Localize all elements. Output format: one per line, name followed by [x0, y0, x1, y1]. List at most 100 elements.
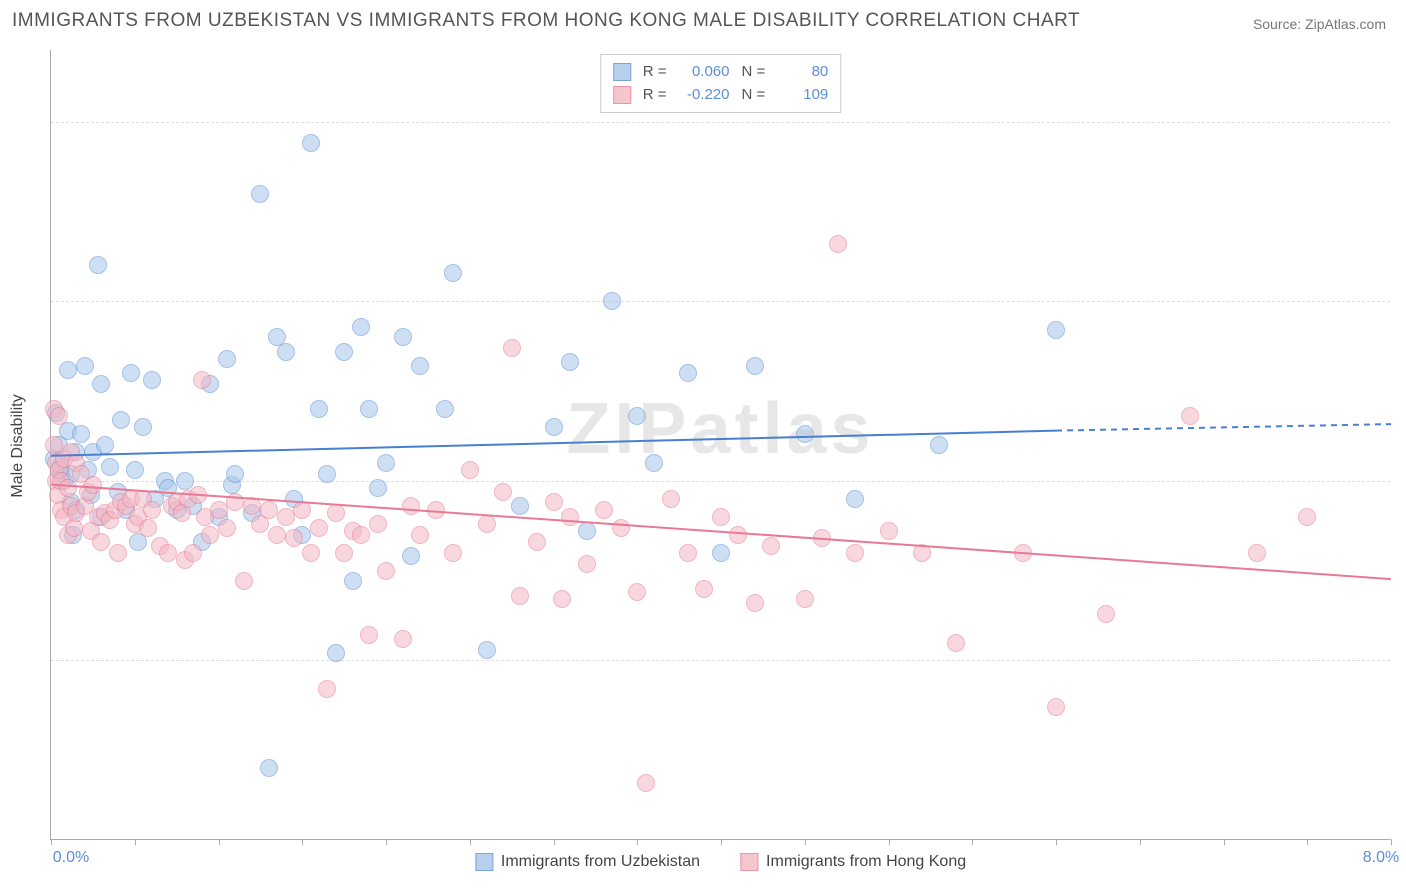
correlation-chart: IMMIGRANTS FROM UZBEKISTAN VS IMMIGRANTS…: [0, 0, 1406, 892]
scatter-point-hongkong: [235, 572, 253, 590]
scatter-point-hongkong: [189, 486, 207, 504]
gridline-h: [51, 481, 1390, 482]
legend-item-hongkong: Immigrants from Hong Kong: [740, 853, 966, 871]
scatter-point-uzbekistan: [1047, 321, 1065, 339]
scatter-point-hongkong: [377, 562, 395, 580]
scatter-point-hongkong: [84, 476, 102, 494]
scatter-point-hongkong: [561, 508, 579, 526]
x-tick-mark: [972, 839, 973, 845]
legend-label-uzbekistan: Immigrants from Uzbekistan: [501, 853, 700, 871]
x-tick-label: 0.0%: [53, 849, 89, 867]
scatter-point-uzbekistan: [89, 256, 107, 274]
scatter-point-hongkong: [193, 371, 211, 389]
scatter-point-uzbekistan: [310, 400, 328, 418]
gridline-h: [51, 122, 1390, 123]
scatter-point-hongkong: [545, 493, 563, 511]
swatch-hongkong: [740, 853, 758, 871]
scatter-point-uzbekistan: [335, 343, 353, 361]
scatter-point-uzbekistan: [369, 479, 387, 497]
watermark: ZIPatlas: [566, 388, 874, 470]
x-tick-mark: [1391, 839, 1392, 845]
scatter-point-uzbekistan: [444, 264, 462, 282]
scatter-point-uzbekistan: [561, 353, 579, 371]
x-tick-mark: [302, 839, 303, 845]
x-tick-mark: [51, 839, 52, 845]
scatter-point-uzbekistan: [59, 361, 77, 379]
scatter-point-hongkong: [478, 515, 496, 533]
scatter-point-uzbekistan: [251, 185, 269, 203]
scatter-point-uzbekistan: [796, 425, 814, 443]
scatter-point-uzbekistan: [96, 436, 114, 454]
scatter-point-hongkong: [1298, 508, 1316, 526]
scatter-point-hongkong: [913, 544, 931, 562]
scatter-point-hongkong: [226, 493, 244, 511]
scatter-point-hongkong: [411, 526, 429, 544]
n-value-hongkong: 109: [773, 84, 828, 107]
trend-line-dashed-uzbekistan: [1056, 423, 1391, 430]
stats-row-hongkong: R = -0.220 N = 109: [613, 84, 829, 107]
x-tick-mark: [135, 839, 136, 845]
r-label: R =: [643, 61, 667, 84]
x-tick-mark: [1307, 839, 1308, 845]
x-tick-mark: [889, 839, 890, 845]
scatter-point-uzbekistan: [628, 407, 646, 425]
swatch-uzbekistan: [613, 63, 631, 81]
x-tick-mark: [1140, 839, 1141, 845]
scatter-point-uzbekistan: [226, 465, 244, 483]
scatter-point-hongkong: [578, 555, 596, 573]
scatter-point-hongkong: [1047, 698, 1065, 716]
plot-area: ZIPatlas R = 0.060 N = 80 R = -0.220 N =…: [50, 50, 1390, 840]
scatter-point-uzbekistan: [143, 371, 161, 389]
scatter-point-hongkong: [612, 519, 630, 537]
scatter-point-hongkong: [360, 626, 378, 644]
x-tick-mark: [721, 839, 722, 845]
scatter-point-hongkong: [59, 479, 77, 497]
scatter-point-uzbekistan: [122, 364, 140, 382]
scatter-point-hongkong: [553, 590, 571, 608]
stats-legend: R = 0.060 N = 80 R = -0.220 N = 109: [600, 54, 842, 113]
n-label: N =: [742, 61, 766, 84]
scatter-point-hongkong: [662, 490, 680, 508]
scatter-point-uzbekistan: [679, 364, 697, 382]
scatter-point-uzbekistan: [176, 472, 194, 490]
r-value-uzbekistan: 0.060: [675, 61, 730, 84]
scatter-point-hongkong: [277, 508, 295, 526]
scatter-point-uzbekistan: [402, 547, 420, 565]
scatter-point-uzbekistan: [92, 375, 110, 393]
scatter-point-uzbekistan: [277, 343, 295, 361]
scatter-point-uzbekistan: [126, 461, 144, 479]
x-tick-mark: [470, 839, 471, 845]
scatter-point-uzbekistan: [411, 357, 429, 375]
scatter-point-hongkong: [318, 680, 336, 698]
x-tick-label: 8.0%: [1363, 849, 1399, 867]
scatter-point-uzbekistan: [327, 644, 345, 662]
scatter-point-hongkong: [293, 501, 311, 519]
swatch-hongkong: [613, 86, 631, 104]
scatter-point-hongkong: [1248, 544, 1266, 562]
scatter-point-hongkong: [143, 501, 161, 519]
scatter-point-hongkong: [511, 587, 529, 605]
scatter-point-hongkong: [444, 544, 462, 562]
stats-row-uzbekistan: R = 0.060 N = 80: [613, 61, 829, 84]
scatter-point-hongkong: [494, 483, 512, 501]
scatter-point-hongkong: [310, 519, 328, 537]
scatter-point-hongkong: [260, 501, 278, 519]
gridline-h: [51, 660, 1390, 661]
scatter-point-hongkong: [628, 583, 646, 601]
scatter-point-hongkong: [796, 590, 814, 608]
scatter-point-hongkong: [394, 630, 412, 648]
scatter-point-hongkong: [50, 407, 68, 425]
x-tick-mark: [219, 839, 220, 845]
n-label: N =: [742, 84, 766, 107]
scatter-point-hongkong: [1014, 544, 1032, 562]
scatter-point-hongkong: [427, 501, 445, 519]
scatter-point-uzbekistan: [344, 572, 362, 590]
scatter-point-uzbekistan: [511, 497, 529, 515]
scatter-point-hongkong: [92, 533, 110, 551]
scatter-point-hongkong: [184, 544, 202, 562]
source-label: Source:: [1253, 16, 1301, 32]
scatter-point-hongkong: [813, 529, 831, 547]
scatter-point-hongkong: [201, 526, 219, 544]
chart-title: IMMIGRANTS FROM UZBEKISTAN VS IMMIGRANTS…: [12, 10, 1080, 32]
scatter-point-uzbekistan: [436, 400, 454, 418]
